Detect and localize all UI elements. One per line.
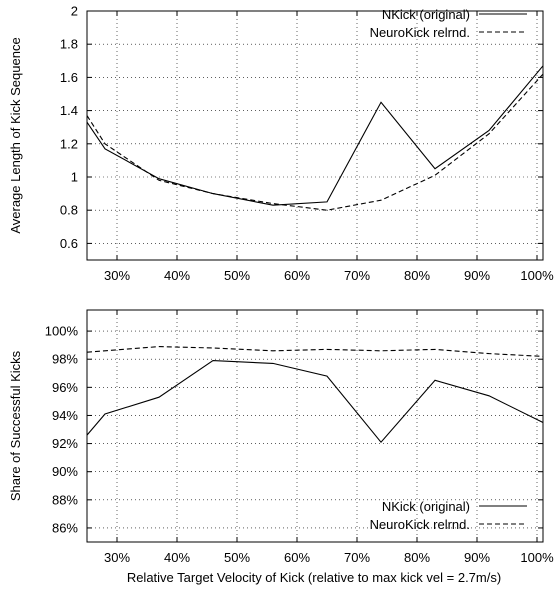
x-tick-label: 50% — [224, 550, 250, 565]
y-tick-label: 2 — [71, 4, 78, 19]
x-tick-label: 100% — [520, 268, 554, 283]
legend-label: NeuroKick relrnd. — [370, 517, 470, 532]
y-tick-label: 86% — [52, 520, 78, 535]
y-tick-label: 90% — [52, 464, 78, 479]
x-tick-label: 70% — [344, 268, 370, 283]
y-tick-label: 100% — [45, 324, 79, 339]
y-axis-label: Average Length of Kick Sequence — [8, 37, 23, 233]
legend-label: NKick (original) — [382, 499, 470, 514]
x-tick-label: 100% — [520, 550, 554, 565]
y-tick-label: 1.6 — [60, 70, 78, 85]
x-tick-label: 90% — [464, 268, 490, 283]
x-tick-label: 60% — [284, 268, 310, 283]
bottom-panel-success-chart: 86% 88% 90% 92% 94% 96% 98% 100% 30% 40% 50% 60% 70%… — [8, 309, 554, 565]
x-tick-label: 80% — [404, 268, 430, 283]
series-line-neurokick — [87, 73, 543, 211]
y-tick-label: 1.8 — [60, 37, 78, 52]
x-tick-label: 70% — [344, 550, 370, 565]
x-tick-label: 80% — [404, 550, 430, 565]
y-tick-label: 1.2 — [60, 136, 78, 151]
y-tick-label: 96% — [52, 380, 78, 395]
x-tick-label: 40% — [164, 550, 190, 565]
legend-label: NeuroKick relrnd. — [370, 25, 470, 40]
x-tick-label: 30% — [104, 268, 130, 283]
legend-label: NKick (original) — [382, 7, 470, 22]
x-tick-label: 90% — [464, 550, 490, 565]
top-panel-length-chart: 0.6 0.8 1 1.2 1.4 1.6 1.8 2 30% 40% 50% 60% 70% 80% 90… — [8, 4, 554, 284]
series-line-neurokick — [87, 346, 543, 357]
x-axis-label: Relative Target Velocity of Kick (relati… — [127, 570, 501, 585]
x-tick-label: 30% — [104, 550, 130, 565]
y-axis-label: Share of Successful Kicks — [8, 350, 23, 501]
plot-frame — [86, 309, 544, 543]
y-tick-label: 1.4 — [60, 103, 78, 118]
plot-frame — [86, 10, 544, 261]
y-tick-label: 0.8 — [60, 203, 78, 218]
y-tick-label: 98% — [52, 352, 78, 367]
series-line-nkick — [87, 360, 543, 444]
x-tick-label: 40% — [164, 268, 190, 283]
x-tick-label: 50% — [224, 268, 250, 283]
x-tick-label: 60% — [284, 550, 310, 565]
series-line-nkick — [87, 65, 543, 206]
y-tick-label: 88% — [52, 492, 78, 507]
y-tick-label: 0.6 — [60, 236, 78, 251]
y-tick-label: 92% — [52, 436, 78, 451]
y-tick-label: 94% — [52, 408, 78, 423]
y-tick-label: 1 — [71, 170, 78, 185]
